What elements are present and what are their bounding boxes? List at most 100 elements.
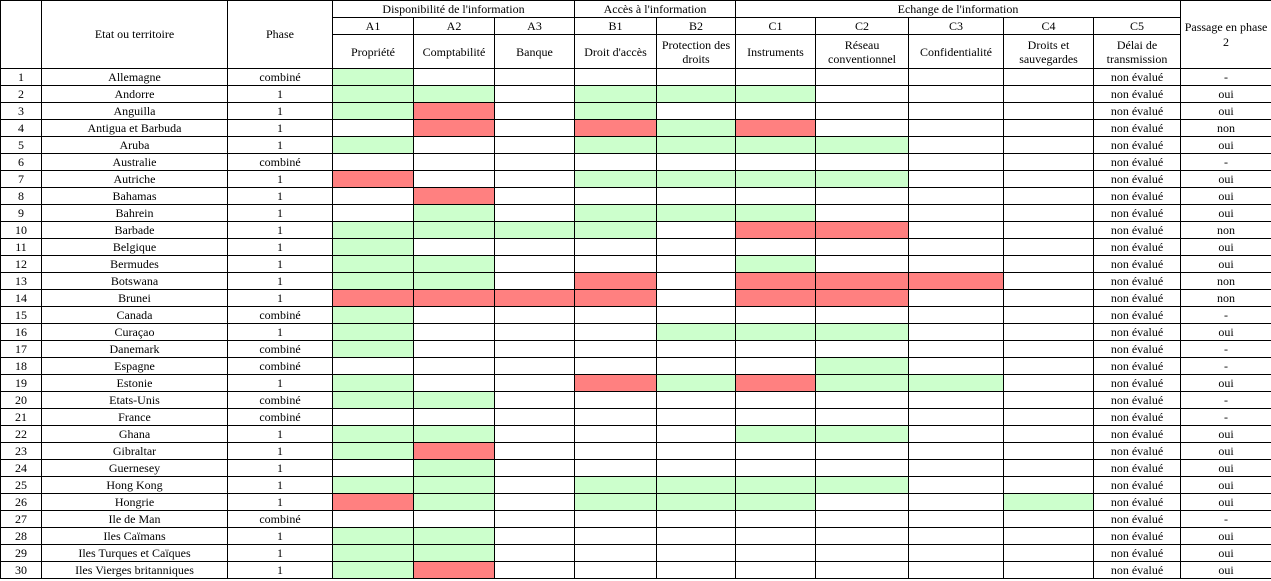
cell-c3 (908, 323, 1005, 341)
cell-c2 (815, 136, 910, 154)
row-phase: 1 (227, 459, 333, 477)
row-number: 13 (0, 272, 42, 290)
cell-c4 (1003, 374, 1095, 392)
cell-b2 (655, 408, 737, 426)
table-row: 5 Aruba 1 non évalué oui (0, 136, 1271, 154)
cell-b1 (574, 459, 657, 477)
cell-c2 (815, 221, 910, 239)
cell-a2 (413, 408, 495, 426)
cell-c4 (1003, 272, 1095, 290)
header-code-c1: C1 (735, 17, 817, 35)
cell-c3 (908, 459, 1005, 477)
table-row: 10 Barbade 1 non évalué non (0, 221, 1271, 239)
cell-c1 (735, 255, 817, 273)
row-phase: 1 (227, 187, 333, 205)
cell-c2 (815, 510, 910, 528)
cell-a2 (413, 255, 495, 273)
cell-c5: non évalué (1093, 340, 1182, 358)
cell-b2 (655, 255, 737, 273)
row-state: Iles Turques et Caïques (41, 544, 228, 562)
cell-c2 (815, 102, 910, 120)
cell-c1 (735, 527, 817, 545)
cell-a2 (413, 187, 495, 205)
cell-b1 (574, 255, 657, 273)
cell-a1 (332, 561, 414, 579)
row-passage: non (1180, 119, 1271, 137)
cell-b2 (655, 425, 737, 443)
cell-c4 (1003, 340, 1095, 358)
cell-c4 (1003, 255, 1095, 273)
row-number: 30 (0, 561, 42, 579)
cell-c1 (735, 340, 817, 358)
row-state: Australie (41, 153, 228, 171)
cell-c1 (735, 289, 817, 307)
cell-a1 (332, 238, 414, 256)
cell-b1 (574, 170, 657, 188)
table-row: 30 Iles Vierges britanniques 1 non évalué ou… (0, 561, 1271, 579)
cell-b1 (574, 408, 657, 426)
row-state: Canada (41, 306, 228, 324)
cell-a3 (494, 476, 575, 494)
header-codes-row: A1 A2 A3 B1 B2 C1 C2 C3 C4 C5 (1, 17, 1271, 35)
cell-c4 (1003, 323, 1095, 341)
cell-a1 (332, 476, 414, 494)
cell-c4 (1003, 289, 1095, 307)
row-passage: oui (1180, 238, 1271, 256)
cell-a1 (332, 340, 414, 358)
cell-a1 (332, 527, 414, 545)
cell-c5: non évalué (1093, 204, 1182, 222)
cell-a3 (494, 527, 575, 545)
header-label-a1: Propriété (332, 34, 414, 69)
table-row: 12 Bermudes 1 non évalué oui (0, 255, 1271, 273)
cell-b2 (655, 306, 737, 324)
cell-b1 (574, 493, 657, 511)
cell-c4 (1003, 459, 1095, 477)
row-number: 6 (0, 153, 42, 171)
row-state: Estonie (41, 374, 228, 392)
cell-c4 (1003, 442, 1095, 460)
cell-c1 (735, 561, 817, 579)
cell-c2 (815, 357, 910, 375)
cell-c1 (735, 510, 817, 528)
row-number: 1 (0, 68, 42, 86)
header-label-a2: Comptabilité (413, 34, 495, 69)
header-label-b1: Droit d'accès (574, 34, 657, 69)
cell-c5: non évalué (1093, 408, 1182, 426)
cell-c3 (908, 544, 1005, 562)
cell-c1 (735, 442, 817, 460)
cell-c2 (815, 272, 910, 290)
cell-c3 (908, 306, 1005, 324)
cell-a2 (413, 442, 495, 460)
cell-c1 (735, 153, 817, 171)
row-passage: oui (1180, 102, 1271, 120)
cell-c3 (908, 289, 1005, 307)
cell-c2 (815, 289, 910, 307)
row-number: 23 (0, 442, 42, 460)
cell-a1 (332, 442, 414, 460)
row-passage: - (1180, 510, 1271, 528)
header-code-c2: C2 (815, 17, 910, 35)
row-phase: 1 (227, 374, 333, 392)
cell-a3 (494, 391, 575, 409)
header-code-a1: A1 (332, 17, 414, 35)
table-row: 23 Gibraltar 1 non évalué oui (0, 442, 1271, 460)
cell-a1 (332, 170, 414, 188)
cell-c4 (1003, 425, 1095, 443)
row-phase: 1 (227, 442, 333, 460)
row-number: 7 (0, 170, 42, 188)
cell-c3 (908, 561, 1005, 579)
row-phase: 1 (227, 255, 333, 273)
row-passage: oui (1180, 544, 1271, 562)
header-code-a2: A2 (413, 17, 495, 35)
row-passage: oui (1180, 187, 1271, 205)
row-phase: combiné (227, 306, 333, 324)
cell-c1 (735, 493, 817, 511)
cell-c5: non évalué (1093, 425, 1182, 443)
row-state: Danemark (41, 340, 228, 358)
cell-c4 (1003, 527, 1095, 545)
row-passage: oui (1180, 323, 1271, 341)
cell-c2 (815, 425, 910, 443)
cell-a2 (413, 153, 495, 171)
table-row: 21 France combiné non évalué - (0, 408, 1271, 426)
cell-b2 (655, 493, 737, 511)
